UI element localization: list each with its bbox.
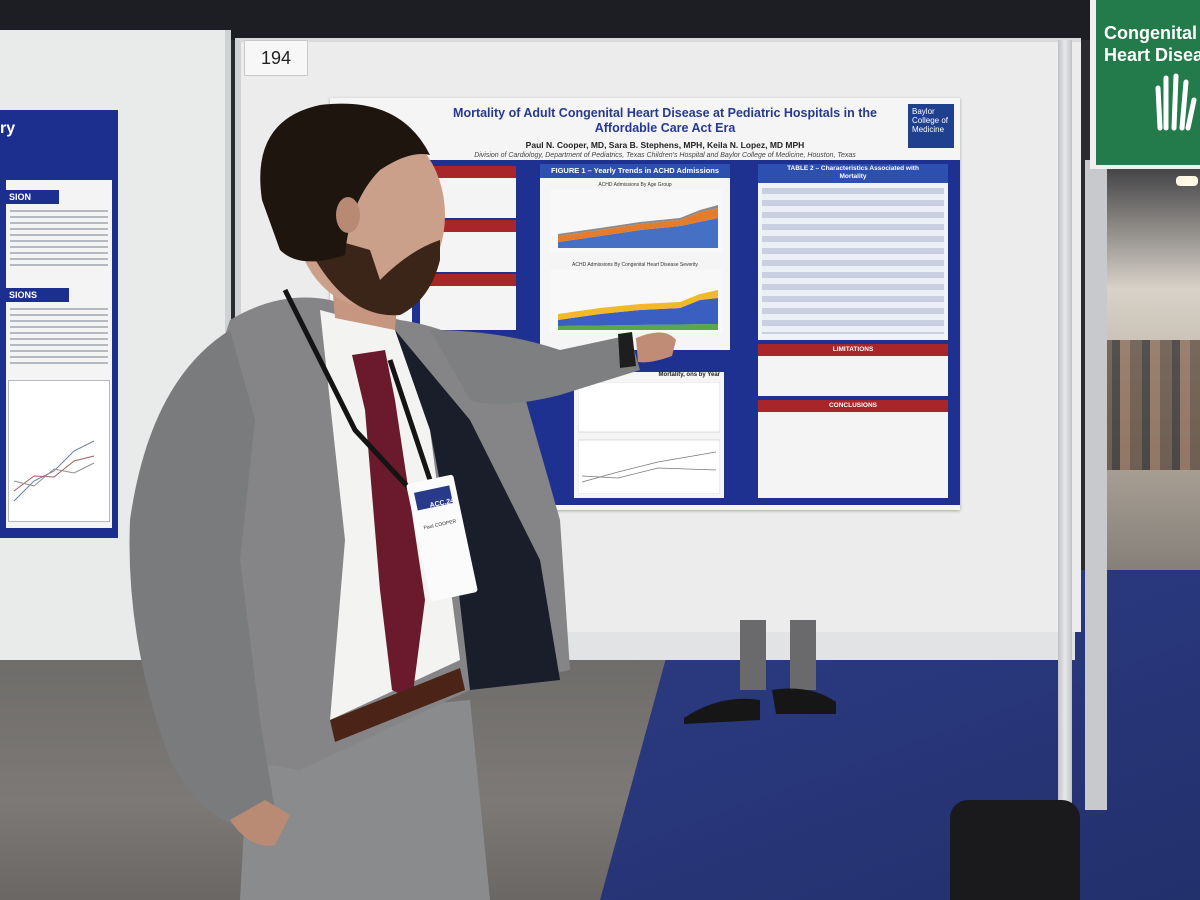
sign-text: Congenital Heart Diseas: [1104, 22, 1200, 66]
poster-title-line2: Affordable Care Act Era: [594, 121, 736, 135]
figure-2-title-fragment: Mortality, ons by Year: [658, 372, 720, 378]
figure-1a-caption: ACHD Admissions By Age Group: [598, 182, 672, 188]
jacket-left-sleeve: [129, 330, 275, 830]
ceiling-light: [1176, 176, 1198, 186]
belt: [330, 668, 465, 742]
limitations-header: LIMITATIONS: [758, 344, 948, 356]
booth-pillar: [1085, 160, 1107, 810]
logo-line: College of: [912, 116, 949, 125]
left-poster-title-fragment: ry: [0, 120, 16, 137]
poster-title: Mortality of Adult Congenital Heart Dise…: [420, 106, 910, 136]
limitations-text: [758, 356, 948, 396]
figure-1-panel: FIGURE 1 – Yearly Trends in ACHD Admissi…: [540, 164, 730, 350]
poster-authors: Paul N. Cooper, MD, Sara B. Stephens, MP…: [525, 140, 805, 150]
necktie: [352, 350, 425, 700]
jacket-lining: [395, 330, 560, 690]
left-poster: ry SION SIONS: [0, 110, 118, 538]
black-bag: [950, 800, 1080, 900]
figure-2-panel: Mortality, ons by Year: [574, 372, 724, 498]
board-post: [1058, 40, 1072, 830]
table-2-panel: TABLE 2 – Characteristics Associated wit…: [758, 164, 948, 340]
table-2-title: TABLE 2 – Characteristics Associated wit…: [758, 164, 948, 183]
table-2-title-line2: Mortality: [839, 173, 867, 180]
figure-1a-area-chart: [550, 190, 722, 252]
results-header: [420, 274, 516, 286]
left-text-block: [10, 210, 108, 270]
booth-sign: Congenital Heart Diseas: [1090, 0, 1200, 169]
hair: [260, 103, 430, 262]
background-person-legs: [684, 620, 836, 724]
logo-line: Baylor: [912, 107, 935, 116]
left-section-header: SION: [6, 190, 59, 204]
left-hand: [230, 800, 290, 846]
conclusions-text: [758, 412, 948, 498]
watch: [618, 332, 636, 368]
table-2-rows: [762, 188, 944, 334]
lanyard: [282, 288, 433, 502]
sign-line: Congenital: [1104, 23, 1197, 43]
logo-line: Medicine: [912, 125, 945, 134]
table-2-title-line1: TABLE 2 – Characteristics Associated wit…: [787, 165, 919, 172]
left-text-block: [10, 308, 108, 368]
figure-1b-caption: ACHD Admissions By Congenital Heart Dise…: [572, 262, 698, 268]
pointing-hand: [636, 332, 676, 363]
left-chart-graphic: [13, 440, 95, 502]
conclusions-header: CONCLUSIONS: [758, 400, 948, 412]
figure-2-charts: [578, 382, 720, 494]
hand-logo-icon: [1155, 73, 1197, 131]
jacket-right-sleeve: [430, 330, 640, 404]
figure-1b-area-chart: [550, 270, 722, 332]
background-header: [420, 166, 516, 178]
baylor-logo: Baylor College of Medicine: [908, 104, 954, 148]
left-poster-content: SION SIONS: [6, 180, 112, 528]
sign-line: Heart Diseas: [1104, 45, 1200, 65]
figure-1-title: FIGURE 1 – Yearly Trends in ACHD Admissi…: [540, 164, 730, 178]
ear: [336, 197, 360, 233]
results-text: [420, 286, 516, 330]
left-section-header: SIONS: [6, 288, 69, 302]
name-badge: [406, 474, 478, 602]
board-number: 194: [244, 40, 308, 76]
left-chart: [8, 380, 110, 522]
poster-title-line1: Mortality of Adult Congenital Heart Dise…: [453, 106, 877, 120]
distant-crowd: [1100, 340, 1200, 470]
poster-affiliation: Division of Cardiology, Department of Pe…: [474, 152, 856, 159]
